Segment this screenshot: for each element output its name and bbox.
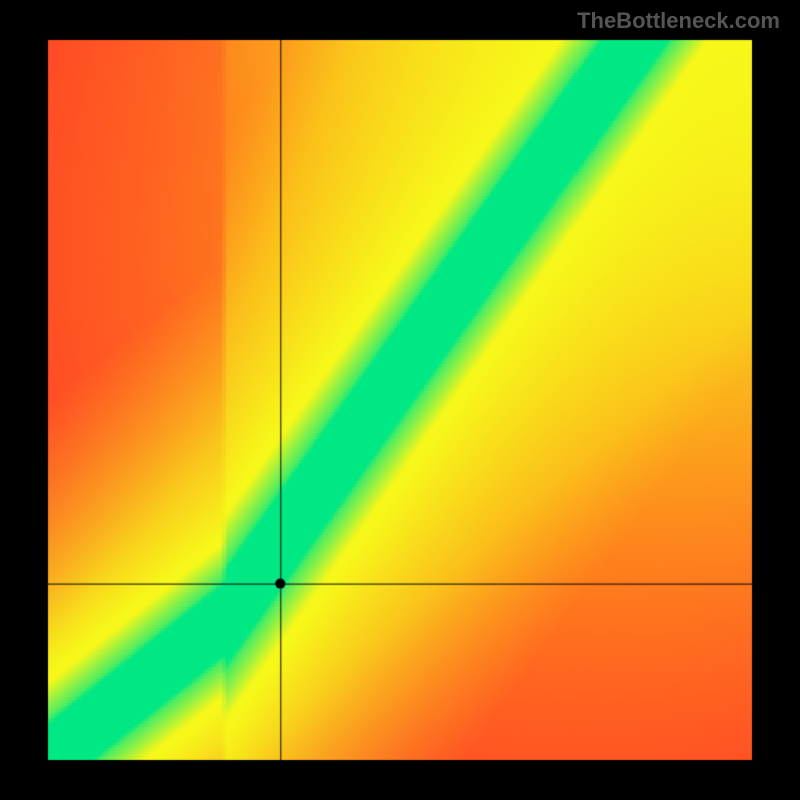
chart-container: TheBottleneck.com <box>0 0 800 800</box>
bottleneck-heatmap <box>0 0 800 800</box>
watermark-text: TheBottleneck.com <box>577 8 780 34</box>
